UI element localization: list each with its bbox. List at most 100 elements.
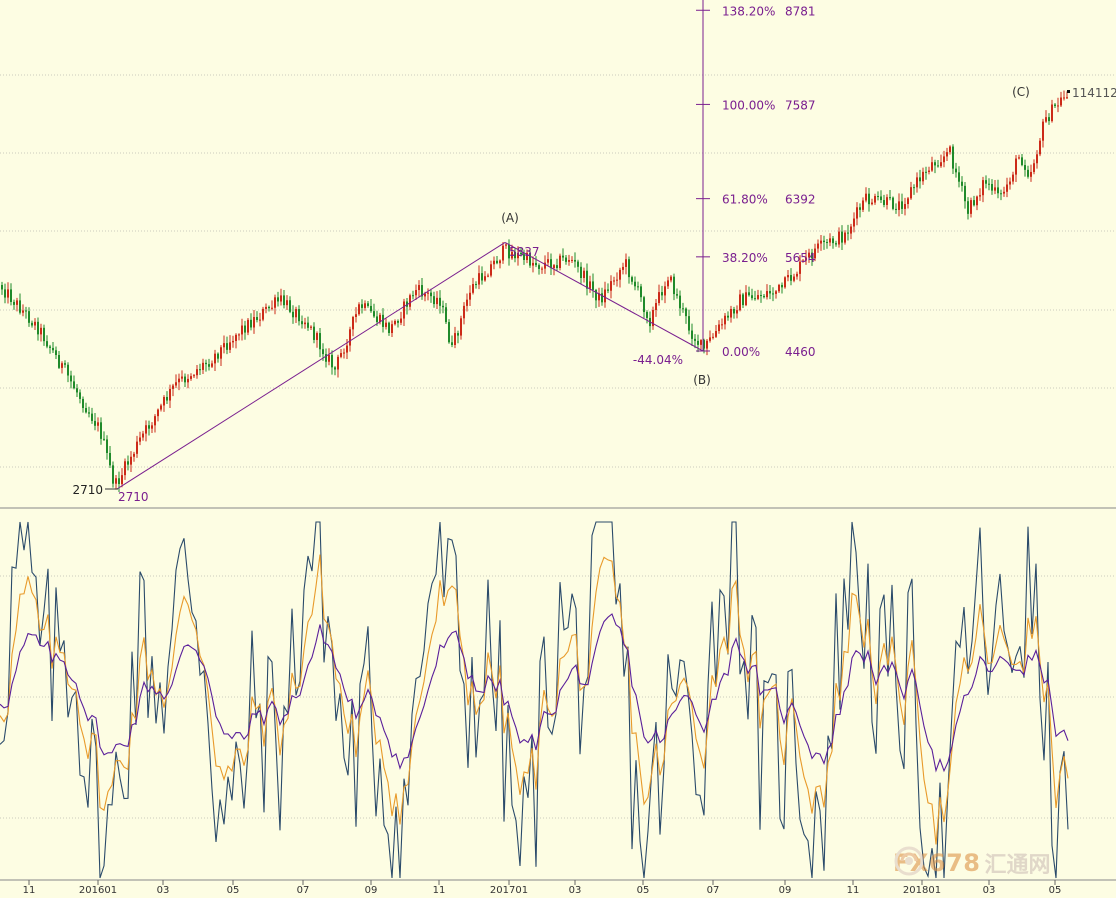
- candle: [586, 263, 588, 296]
- candle-body: [121, 475, 123, 485]
- candle: [589, 275, 591, 293]
- candle-body: [874, 196, 876, 203]
- candle-body: [868, 193, 870, 205]
- candle: [883, 194, 885, 208]
- candle: [1021, 154, 1023, 167]
- candle-body: [430, 292, 432, 297]
- candle-body: [289, 300, 291, 312]
- candle-body: [595, 289, 597, 301]
- candle-body: [259, 319, 261, 321]
- x-tick-label: 201701: [490, 885, 528, 896]
- candle: [193, 373, 195, 379]
- candle-body: [802, 260, 804, 262]
- candle: [178, 373, 180, 391]
- candle-body: [136, 441, 138, 454]
- candle: [142, 430, 144, 441]
- candle-body: [235, 334, 237, 341]
- candle-body: [442, 305, 444, 308]
- candle-body: [898, 201, 900, 210]
- candle-body: [364, 303, 366, 308]
- candle-body: [694, 338, 696, 341]
- candle-body: [148, 425, 150, 429]
- candle: [172, 383, 174, 397]
- candle: [457, 330, 459, 344]
- candle-body: [763, 295, 765, 298]
- candle: [340, 348, 342, 359]
- candle: [385, 318, 387, 330]
- candle-body: [598, 293, 600, 301]
- candle-body: [109, 453, 111, 466]
- candle-body: [583, 270, 585, 278]
- candle: [751, 288, 753, 301]
- watermark-cn: 汇通网: [984, 853, 1051, 878]
- oscillator-panel: [0, 521, 1069, 879]
- candle-body: [700, 340, 702, 345]
- candle: [547, 252, 549, 266]
- candle: [706, 339, 708, 356]
- candle-body: [520, 252, 522, 255]
- candle-body: [139, 437, 141, 442]
- candle: [1051, 99, 1053, 123]
- candle-body: [1015, 158, 1017, 175]
- candle-body: [817, 243, 819, 249]
- candle-body: [967, 201, 969, 214]
- candle: [796, 271, 798, 280]
- candle: [427, 288, 429, 301]
- candle-body: [373, 311, 375, 317]
- candle-body: [490, 264, 492, 276]
- candle-body: [730, 308, 732, 318]
- price-labels: (A) (B) (C) 5837 2710 2710 -44.04% 1141126: [72, 85, 1116, 504]
- candle-body: [223, 343, 225, 348]
- candle-body: [328, 354, 330, 362]
- candle-body: [565, 257, 567, 262]
- candle: [451, 335, 453, 348]
- candle: [256, 311, 258, 323]
- candle: [52, 342, 54, 354]
- candle: [697, 334, 699, 353]
- candle: [94, 412, 96, 431]
- candle: [532, 256, 534, 273]
- candle: [571, 256, 573, 263]
- candle: [499, 259, 501, 269]
- candle: [460, 315, 462, 340]
- candle-body: [94, 420, 96, 426]
- candle-body: [424, 293, 426, 297]
- candle: [265, 303, 267, 314]
- candle: [943, 150, 945, 168]
- candle-body: [463, 305, 465, 319]
- candle-body: [529, 252, 531, 266]
- candle: [529, 250, 531, 268]
- candle-body: [958, 172, 960, 182]
- candle: [328, 348, 330, 366]
- candle: [505, 242, 507, 249]
- candle: [190, 373, 192, 381]
- candle: [445, 302, 447, 325]
- candle-body: [343, 352, 345, 354]
- candle-body: [64, 363, 66, 365]
- candle: [358, 302, 360, 316]
- candle-body: [298, 309, 300, 322]
- candle: [568, 254, 570, 266]
- candle-body: [319, 333, 321, 350]
- candle: [397, 319, 399, 328]
- candle: [739, 289, 741, 312]
- candle: [841, 225, 843, 251]
- candle: [46, 335, 48, 349]
- candle-body: [100, 422, 102, 439]
- x-axis: 11 201601 03 05 07 09 11 201701 03 05 07 09 11 201801…: [23, 880, 1061, 896]
- candle-body: [589, 281, 591, 289]
- candle-body: [715, 331, 717, 337]
- candle-body: [391, 324, 393, 334]
- candle-body: [544, 262, 546, 269]
- candle-body: [994, 187, 996, 191]
- candle-body: [805, 257, 807, 261]
- candle: [988, 178, 990, 191]
- candle: [1, 281, 3, 295]
- candle: [1033, 159, 1035, 175]
- candle-body: [241, 325, 243, 335]
- candle: [787, 270, 789, 282]
- candle-body: [484, 276, 486, 281]
- candle: [1030, 164, 1032, 182]
- candle: [31, 320, 33, 328]
- fib-value-label: 8781: [785, 4, 816, 18]
